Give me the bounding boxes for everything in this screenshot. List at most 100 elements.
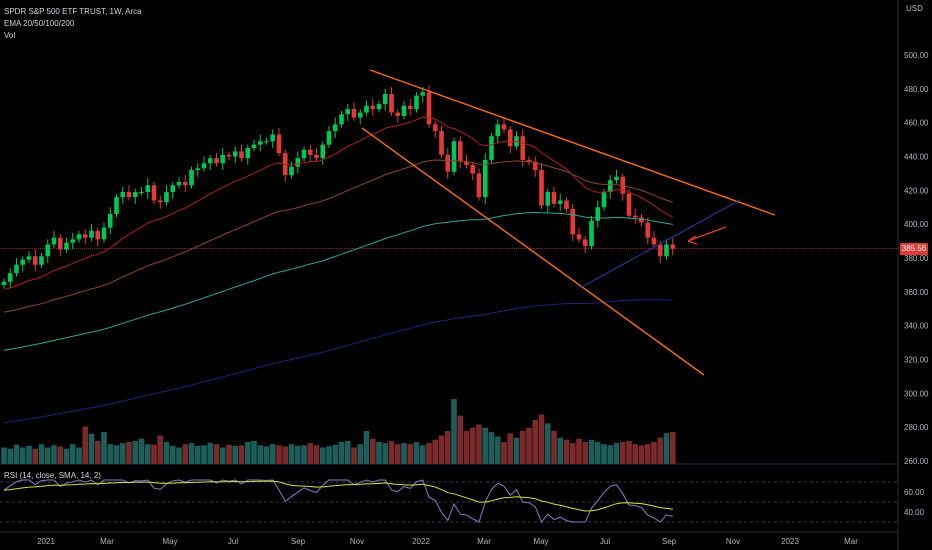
candle-body: [520, 136, 526, 160]
candle-body: [64, 242, 69, 250]
y-tick-label: 500.00: [904, 51, 929, 60]
volume-bar: [363, 431, 370, 464]
volume-bar: [413, 442, 420, 464]
volume-bar: [82, 426, 89, 464]
candle-body: [564, 200, 569, 209]
volume-bar: [94, 440, 101, 464]
volume-bar: [313, 445, 320, 464]
volume-bar: [651, 442, 657, 464]
ema-indicator-label[interactable]: EMA 20/50/100/200: [4, 19, 75, 28]
candle-body: [245, 148, 251, 159]
volume-bar: [407, 444, 414, 464]
volume-bar: [601, 444, 607, 464]
rsi-tick-label: 60.00: [904, 488, 925, 497]
candle-body: [145, 185, 151, 193]
volume-bar: [657, 437, 664, 464]
candle-body: [495, 124, 501, 137]
candle-body: [76, 234, 82, 240]
candle-body: [389, 93, 394, 113]
candle-body: [632, 215, 638, 218]
candle-body: [464, 161, 469, 165]
ema-200-line: [3, 299, 673, 424]
volume-bar: [63, 448, 70, 464]
candle-body: [370, 105, 376, 110]
volume-bar: [107, 444, 114, 464]
candle-body: [626, 193, 632, 216]
volume-bar: [1, 447, 7, 464]
x-tick-label: Nov: [726, 537, 740, 546]
candle-body: [339, 114, 344, 125]
volume-bar: [57, 446, 64, 464]
x-tick-label: Jul: [228, 537, 238, 546]
candle-body: [232, 151, 238, 157]
annotation-arrow: [687, 226, 727, 245]
x-tick-label: 2021: [37, 537, 55, 546]
candle-body: [301, 149, 307, 159]
candle-body: [426, 92, 432, 125]
candle-body: [120, 192, 126, 198]
x-tick-label: Jul: [600, 537, 610, 546]
x-tick-label: May: [533, 537, 548, 546]
volume-bar: [263, 446, 270, 464]
candle-body: [226, 154, 232, 157]
candle-body: [645, 222, 651, 238]
candle-body: [45, 244, 51, 257]
y-tick-label: 460.00: [904, 119, 929, 128]
volume-bar: [32, 448, 39, 464]
ema-20-line: [3, 116, 674, 290]
volume-bar: [669, 432, 676, 464]
candle-body: [595, 207, 601, 221]
symbol-title[interactable]: SPDR S&P 500 ETF TRUST, 1W, Arca: [4, 7, 142, 16]
volume-bar: [238, 445, 245, 464]
volume-bar: [132, 440, 139, 464]
x-tick-label: Mar: [100, 537, 114, 546]
candle-body: [607, 180, 613, 193]
volume-bar: [419, 445, 426, 464]
support-trendline: [579, 199, 741, 289]
candle-body: [670, 244, 676, 249]
chart-legend: SPDR S&P 500 ETF TRUST, 1W, Arca EMA 20/…: [4, 6, 142, 42]
volume-bar: [319, 447, 326, 464]
candle-body: [114, 197, 119, 215]
candle-body: [657, 244, 663, 257]
candle-body: [176, 181, 182, 186]
candle-body: [139, 192, 144, 194]
rsi-indicator-label[interactable]: RSI (14, close, SMA, 14, 2): [4, 471, 101, 480]
volume-bar: [351, 447, 357, 464]
volume-bar: [163, 442, 170, 464]
candle-body: [157, 200, 163, 203]
candle-body: [476, 173, 482, 198]
candle-body: [545, 192, 551, 206]
volume-bar: [557, 437, 564, 464]
candle-body: [614, 176, 619, 181]
volume-bar: [476, 424, 482, 464]
candle-body: [182, 181, 188, 186]
volume-bar: [44, 447, 51, 464]
volume-bar: [244, 442, 251, 464]
candle-body: [7, 273, 13, 282]
candle-body: [482, 159, 488, 198]
candle-body: [201, 163, 207, 169]
y-tick-label: 260.00: [904, 457, 929, 466]
volume-bar: [282, 446, 289, 464]
volume-bar: [532, 420, 539, 464]
volume-bar: [51, 445, 57, 464]
volume-bar: [307, 443, 314, 464]
candle-body: [270, 134, 276, 142]
candle-body: [207, 158, 213, 164]
volume-bar: [269, 444, 276, 464]
volume-bar: [376, 442, 382, 464]
x-tick-label: May: [162, 537, 177, 546]
volume-bar: [388, 440, 395, 464]
candle-body: [557, 200, 563, 204]
volume-bar: [26, 445, 32, 464]
volume-indicator-label[interactable]: Vol: [4, 31, 16, 40]
volume-bar: [382, 443, 389, 464]
candle-body: [570, 208, 576, 235]
volume-bar: [638, 445, 645, 464]
volume-bar: [151, 444, 157, 464]
volume-bar: [507, 433, 514, 464]
volume-bar: [301, 445, 307, 464]
candle-body: [589, 220, 594, 247]
